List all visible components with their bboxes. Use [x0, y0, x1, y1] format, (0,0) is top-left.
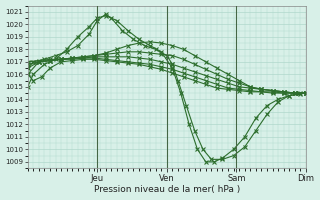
X-axis label: Pression niveau de la mer( hPa ): Pression niveau de la mer( hPa )	[94, 185, 240, 194]
